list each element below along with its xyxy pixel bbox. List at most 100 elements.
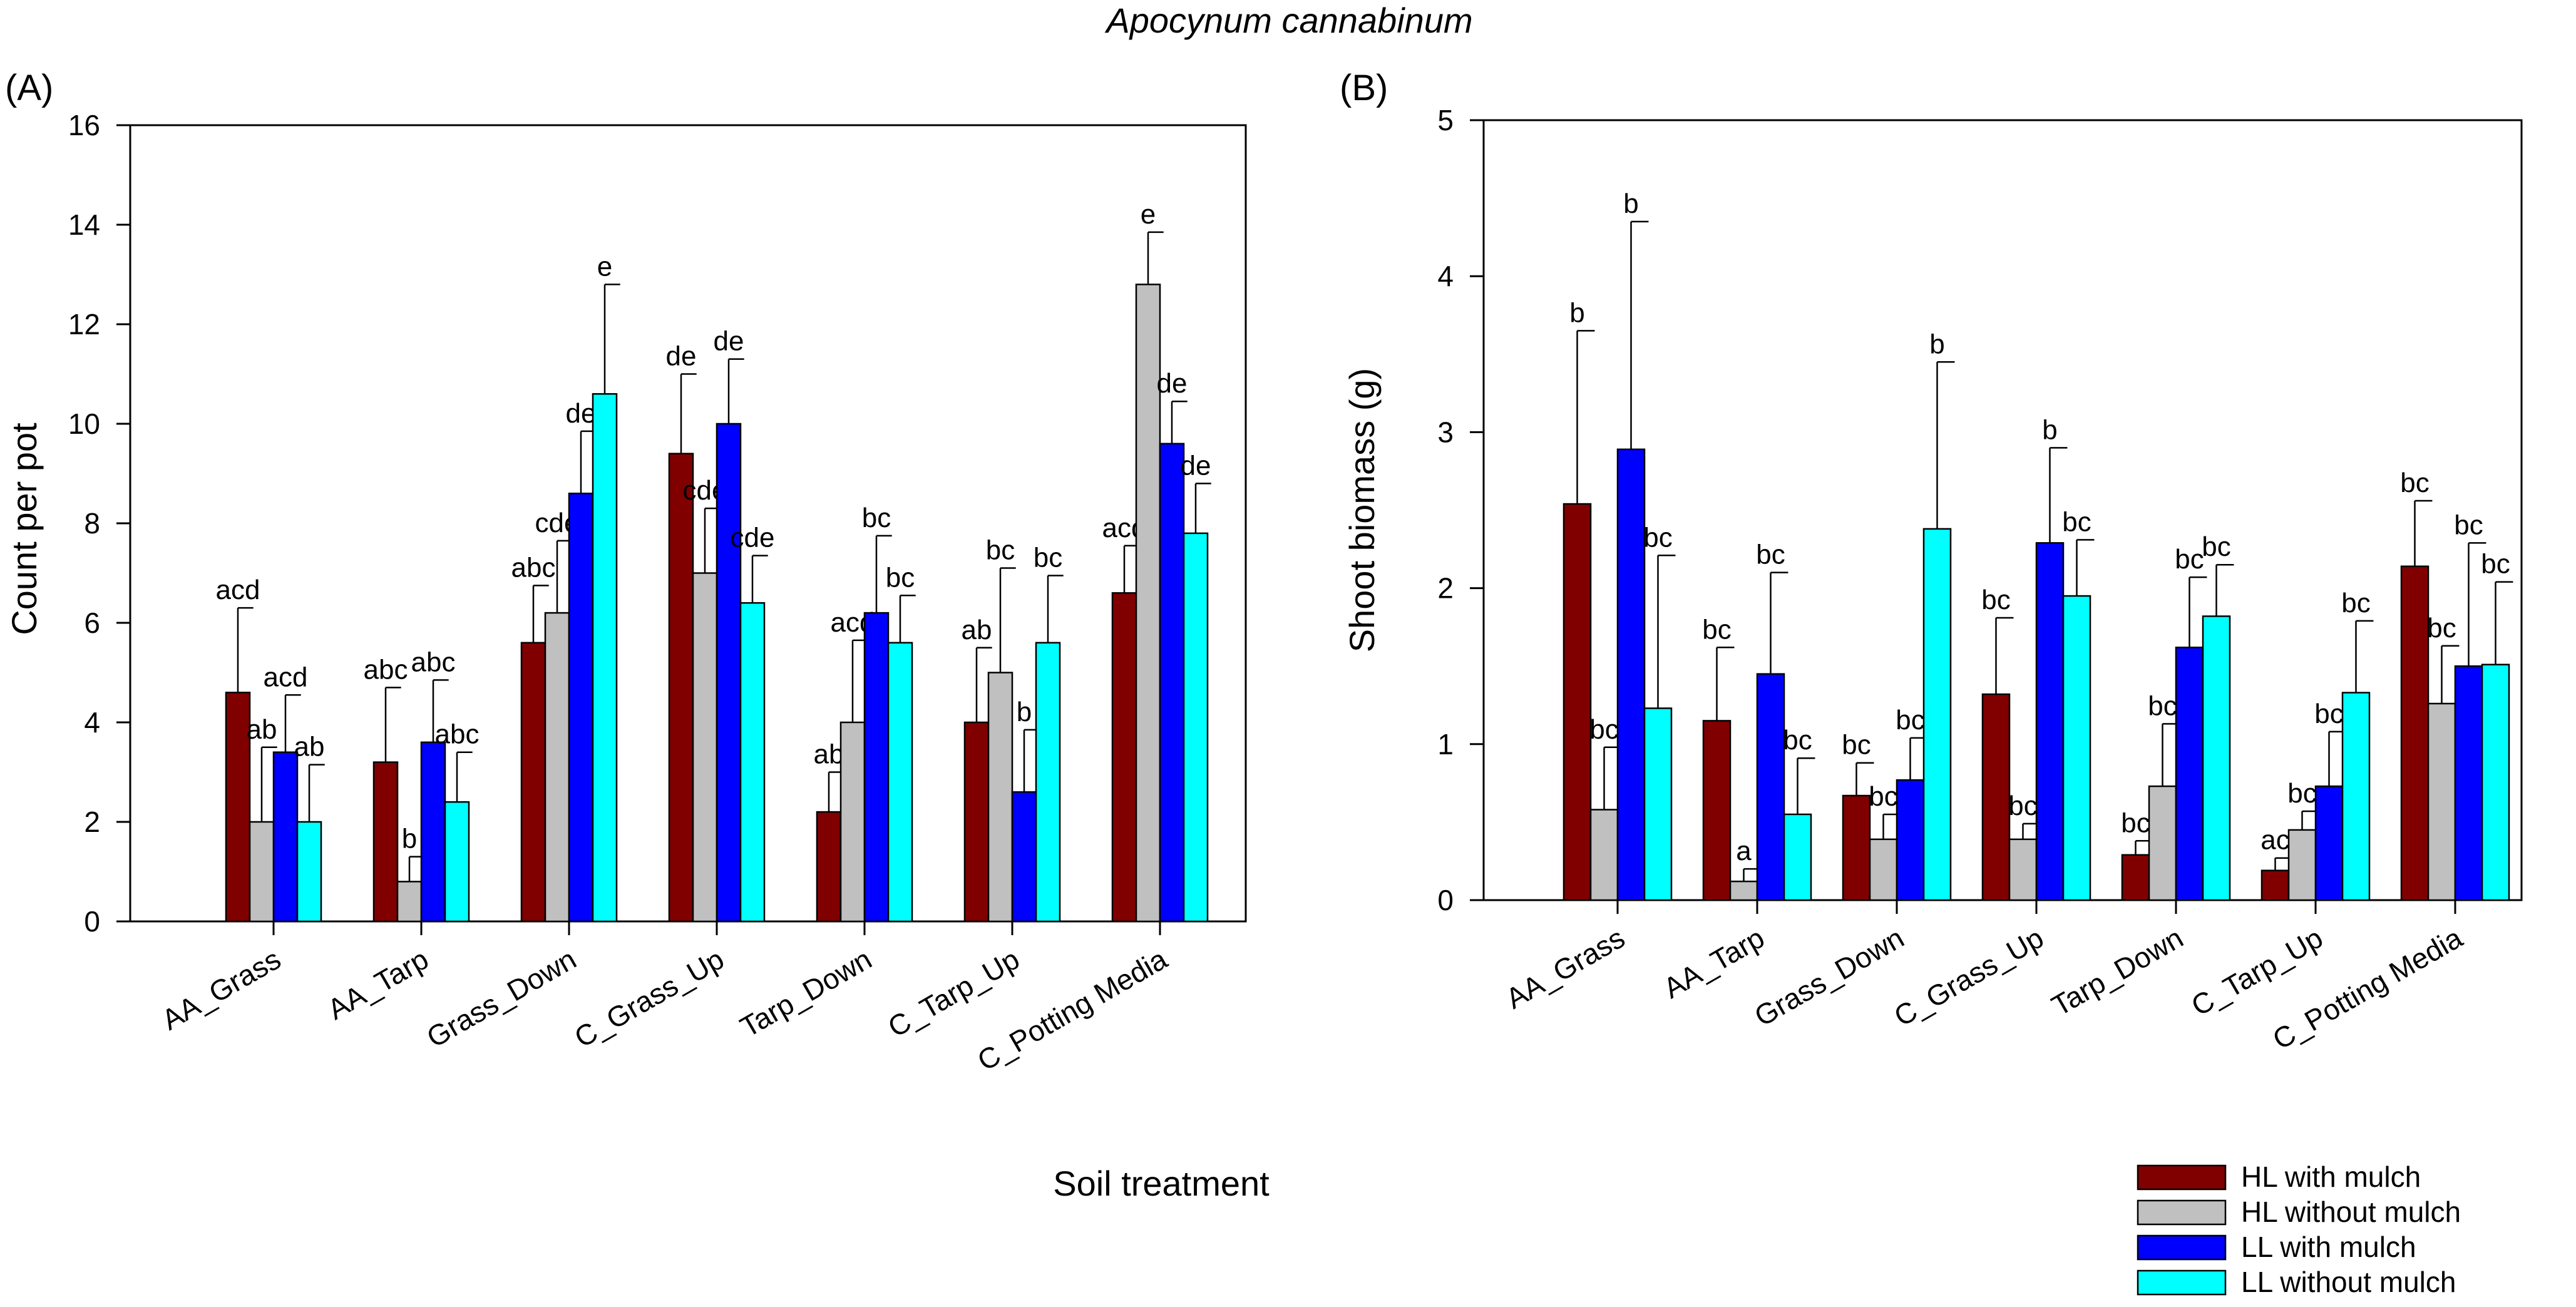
- significance-letter: e: [1141, 199, 1156, 230]
- panel-b-ylabel: Shoot biomass (g): [1342, 368, 1382, 652]
- bar: [816, 811, 842, 923]
- y-tick-label: 4: [1437, 260, 1454, 292]
- bar: [2341, 692, 2371, 901]
- bar: [372, 761, 399, 923]
- category-label: AA_Grass: [1500, 921, 1630, 1015]
- significance-letter: de: [566, 398, 597, 429]
- significance-letter: ab: [294, 732, 325, 762]
- significance-letter: b: [402, 824, 417, 854]
- category-label: AA_Tarp: [1658, 921, 1770, 1005]
- bar: [1589, 809, 1619, 901]
- panel-a-ylabel: Count per pot: [4, 423, 44, 635]
- bar: [2121, 854, 2150, 901]
- bar: [2175, 647, 2204, 901]
- bar: [568, 493, 594, 923]
- significance-letter: b: [1569, 297, 1584, 328]
- significance-letter: bc: [2175, 544, 2204, 575]
- bar: [692, 572, 718, 923]
- bar: [520, 642, 547, 923]
- category-label: AA_Grass: [156, 943, 286, 1037]
- significance-letter: bc: [2314, 699, 2343, 729]
- legend-label: LL without mulch: [2241, 1266, 2456, 1298]
- y-tick-label: 0: [84, 905, 100, 938]
- category-label: Tarp_Down: [2046, 921, 2189, 1022]
- bar: [2148, 785, 2177, 901]
- significance-letter: abc: [364, 654, 408, 685]
- legend-swatch: [2137, 1164, 2227, 1191]
- significance-letter: a: [1736, 836, 1752, 866]
- significance-letter: bc: [1589, 714, 1618, 745]
- significance-letter: bc: [2121, 807, 2150, 838]
- legend-label: LL with mulch: [2241, 1231, 2416, 1263]
- bar: [2062, 595, 2091, 901]
- significance-letter: acd: [264, 662, 308, 692]
- significance-letter: bc: [2341, 588, 2370, 618]
- y-tick-label: 12: [68, 308, 100, 341]
- bar: [2400, 565, 2430, 901]
- significance-letter: bc: [986, 535, 1015, 566]
- bar: [592, 393, 618, 923]
- bar: [839, 721, 866, 923]
- significance-letter: bc: [1756, 540, 1785, 570]
- legend-label: HL without mulch: [2241, 1196, 2461, 1228]
- significance-letter: bc: [862, 503, 891, 533]
- significance-letter: abc: [511, 552, 556, 583]
- y-tick-label: 1: [1437, 728, 1454, 761]
- significance-letter: bc: [1896, 705, 1924, 736]
- bar: [1563, 503, 1592, 901]
- bar: [2008, 838, 2038, 901]
- category-label: Tarp_Down: [734, 943, 877, 1043]
- panel-a: (A) Count per pot 0 2 4 6 8 10 12 14 16 AA_Grass a…: [4, 68, 1247, 1077]
- significance-letter: bc: [2400, 468, 2429, 498]
- legend-label: HL with mulch: [2241, 1161, 2421, 1193]
- y-tick-label: 16: [68, 109, 100, 141]
- panel-b-label: (B): [1340, 68, 1388, 108]
- significance-letter: acd: [216, 575, 260, 605]
- significance-letter: de: [1157, 368, 1188, 399]
- bar: [2427, 702, 2456, 901]
- significance-letter: bc: [1783, 725, 1812, 756]
- significance-letter: cde: [731, 523, 775, 553]
- bar: [1011, 791, 1037, 923]
- significance-letter: bc: [1643, 522, 1672, 553]
- significance-letter: b: [2042, 414, 2057, 445]
- bar: [444, 801, 470, 923]
- significance-letter: bc: [2148, 690, 2177, 721]
- bar: [716, 423, 742, 923]
- bar: [2481, 664, 2510, 901]
- significance-letter: de: [714, 326, 744, 357]
- bar: [2260, 869, 2290, 901]
- y-tick-label: 14: [68, 208, 100, 241]
- legend-swatch: [2137, 1199, 2227, 1226]
- bar: [1616, 448, 1646, 901]
- significance-letter: bc: [1702, 614, 1731, 645]
- y-tick-label: 6: [84, 607, 100, 639]
- bar: [544, 612, 570, 923]
- figure-title: Apocynum cannabinum: [1104, 1, 1472, 40]
- bar: [1783, 813, 1812, 901]
- significance-letter: de: [666, 341, 697, 372]
- bar: [1159, 443, 1185, 923]
- bar: [2287, 829, 2317, 901]
- bar: [272, 751, 299, 923]
- y-tick-label: 2: [84, 806, 100, 838]
- bar: [420, 741, 446, 923]
- significance-letter: ab: [814, 739, 844, 770]
- bar: [739, 602, 766, 923]
- category-label: Grass_Down: [1749, 921, 1909, 1033]
- bar: [863, 612, 890, 923]
- significance-letter: bc: [1869, 781, 1897, 812]
- y-tick-label: 5: [1437, 104, 1454, 136]
- significance-letter: b: [1623, 188, 1638, 219]
- significance-letter: ab: [247, 714, 277, 745]
- bar: [1111, 592, 1137, 923]
- significance-letter: bc: [1981, 585, 2010, 615]
- significance-letter: e: [597, 251, 612, 282]
- significance-letter: bc: [2454, 510, 2483, 540]
- y-tick-label: 0: [1437, 884, 1454, 916]
- legend-swatch: [2137, 1269, 2227, 1296]
- bar: [887, 642, 913, 923]
- significance-letter: bc: [2202, 531, 2230, 562]
